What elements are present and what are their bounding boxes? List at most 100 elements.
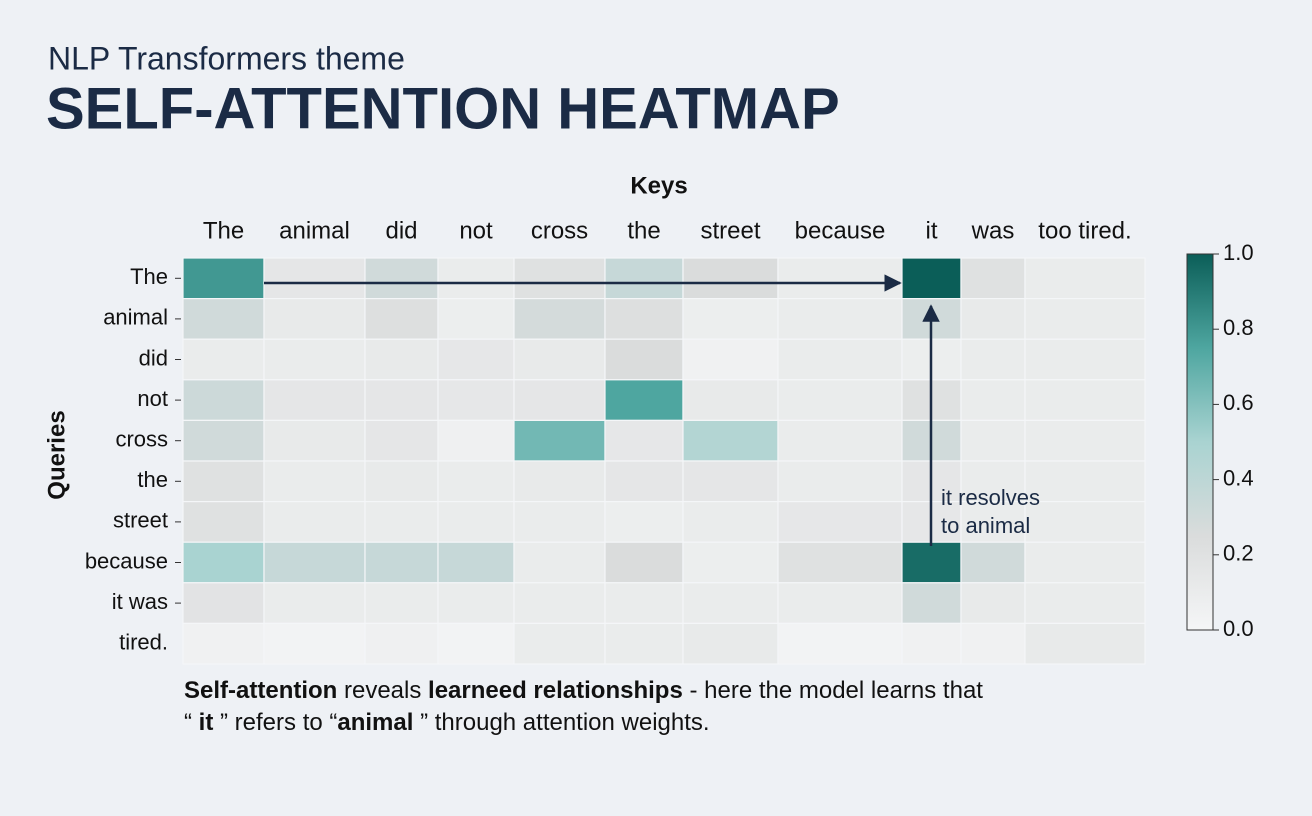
heatmap-cell	[960, 298, 1026, 340]
heatmap-cell	[682, 298, 779, 340]
heatmap-cell	[182, 622, 265, 665]
heatmap-cell	[777, 338, 903, 381]
heatmap-cell	[364, 419, 439, 462]
x-tick-label: the	[627, 217, 660, 244]
heatmap-cell	[604, 582, 684, 624]
caption-segment: - here the model learns that	[683, 677, 983, 704]
heatmap-cell	[182, 541, 265, 584]
heatmap-cell	[777, 541, 903, 584]
heatmap-cell	[960, 582, 1026, 624]
heatmap-cell	[604, 460, 684, 503]
heatmap-cell	[960, 541, 1026, 584]
heatmap-cell	[901, 541, 962, 584]
heatmap-cell	[364, 541, 439, 584]
heatmap-cell	[437, 582, 515, 624]
colorbar-tick-label: 0.4	[1223, 465, 1254, 490]
chart-title: SELF-ATTENTION HEATMAP	[46, 76, 840, 141]
caption-segment: “	[184, 709, 199, 736]
heatmap-cell	[777, 460, 903, 503]
x-tick-label: street	[700, 217, 760, 244]
heatmap-cell	[437, 622, 515, 665]
heatmap-cell	[182, 460, 265, 503]
heatmap-cell	[682, 582, 779, 624]
heatmap-cell	[263, 379, 366, 421]
caption-segment: ” through attention weights.	[413, 709, 709, 736]
colorbar-tick-label: 0.8	[1223, 315, 1254, 340]
heatmap-cell	[682, 622, 779, 665]
subtitle: NLP Transformers theme	[48, 40, 405, 76]
heatmap-cell	[1024, 622, 1146, 665]
heatmap-cell	[960, 460, 1026, 503]
heatmap-cell	[437, 298, 515, 340]
heatmap-cell	[513, 582, 606, 624]
heatmap-cell	[182, 379, 265, 421]
x-tick-label: cross	[531, 217, 588, 244]
caption-segment: Self-attention	[184, 677, 337, 704]
y-tick-label: because	[85, 548, 168, 573]
heatmap-cell	[364, 298, 439, 340]
heatmap-cell	[682, 379, 779, 421]
caption-segment: ” refers to “	[213, 709, 337, 736]
heatmap-cell	[182, 298, 265, 340]
heatmap-cell	[901, 257, 962, 300]
heatmap-cell	[437, 501, 515, 543]
heatmap-cell	[960, 501, 1026, 543]
heatmap-cell	[960, 257, 1026, 300]
heatmap-cell	[263, 338, 366, 381]
heatmap-cell	[604, 338, 684, 381]
heatmap-cell	[263, 622, 366, 665]
heatmap-cell	[437, 338, 515, 381]
heatmap-cell	[682, 501, 779, 543]
heatmap-cell	[182, 501, 265, 543]
x-tick-label: because	[795, 217, 886, 244]
heatmap-cell	[364, 460, 439, 503]
heatmap-cell	[182, 257, 265, 300]
y-tick-label: cross	[115, 427, 168, 452]
heatmap-cell	[263, 460, 366, 503]
heatmap-cell	[1024, 582, 1146, 624]
y-tick-label: tired.	[119, 630, 168, 655]
heatmap-cell	[513, 622, 606, 665]
y-tick-label: not	[137, 386, 168, 411]
heatmap-cell	[263, 419, 366, 462]
heatmap-cell	[960, 338, 1026, 381]
y-tick-label: street	[113, 508, 168, 533]
x-tick-label: it	[926, 217, 938, 244]
heatmap-cell	[263, 257, 366, 300]
heatmap-cell	[364, 622, 439, 665]
heatmap-cell	[182, 338, 265, 381]
x-tick-label: The	[203, 217, 244, 244]
heatmap-cell	[777, 622, 903, 665]
x-tick-label: was	[971, 217, 1015, 244]
heatmap-cell	[437, 257, 515, 300]
heatmap-cell	[263, 541, 366, 584]
colorbar-tick-label: 1.0	[1223, 240, 1254, 265]
heatmap-cell	[513, 379, 606, 421]
y-tick-label: The	[130, 264, 168, 289]
heatmap-cell	[513, 257, 606, 300]
heatmap-cell	[682, 541, 779, 584]
colorbar-tick-label: 0.2	[1223, 541, 1254, 566]
heatmap-cell	[604, 257, 684, 300]
heatmap-cell	[960, 419, 1026, 462]
heatmap-cell	[604, 622, 684, 665]
x-tick-label: animal	[279, 217, 350, 244]
heatmap-cell	[1024, 460, 1146, 503]
x-axis-label: Keys	[630, 172, 687, 199]
heatmap-cell	[777, 582, 903, 624]
heatmap-cell	[513, 298, 606, 340]
caption: “ it ” refers to “animal ” through atten…	[184, 709, 710, 736]
heatmap-cell	[777, 379, 903, 421]
heatmap-cell	[777, 298, 903, 340]
caption-segment: animal	[337, 709, 413, 736]
heatmap-cell	[960, 379, 1026, 421]
heatmap-cell	[364, 379, 439, 421]
heatmap-cell	[364, 582, 439, 624]
heatmap-cell	[960, 622, 1026, 665]
heatmap-cell	[437, 379, 515, 421]
caption-segment: it	[199, 709, 214, 736]
heatmap-cell	[777, 501, 903, 543]
heatmap-cell	[682, 257, 779, 300]
heatmap-cell	[182, 419, 265, 462]
